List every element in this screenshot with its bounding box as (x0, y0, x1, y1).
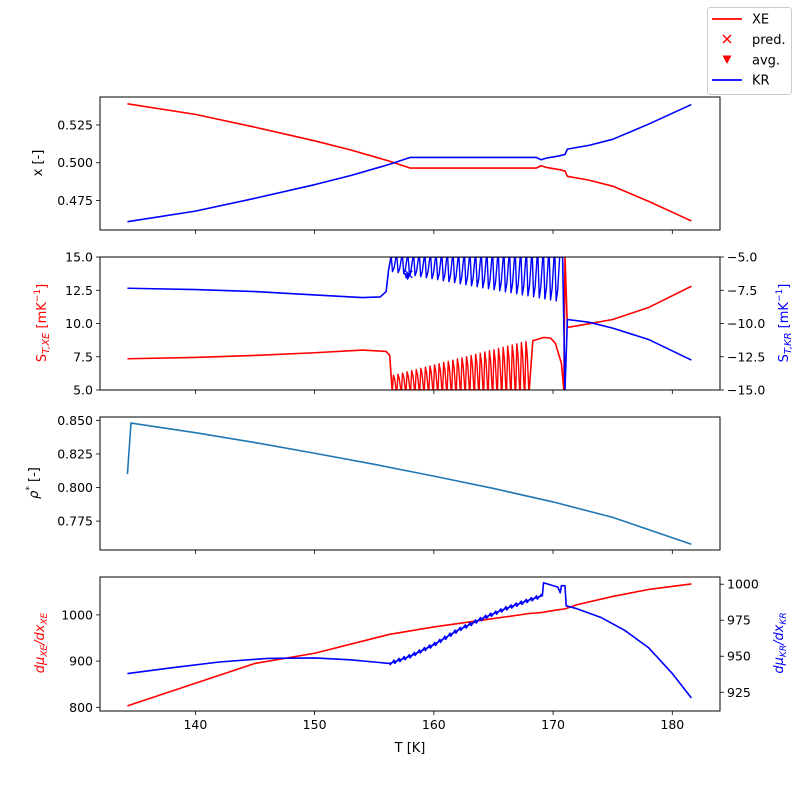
series-xe-oscillation (391, 340, 530, 390)
y-tick-label: 0.475 (57, 193, 93, 208)
panel2-ylabel-left: ST,XE [mK−1] (33, 284, 52, 362)
legend-pred-marker (722, 34, 732, 44)
panel-1-series (127, 103, 692, 223)
panels: 0.475 0.500 0.525 5.0 7.5 10.0 12.5 15.0 −15.0 −1… (57, 96, 765, 732)
x-tick-label: 150 (303, 717, 327, 732)
panel4-ylabel-right: dμKR/dxKR (772, 612, 789, 673)
panel-4-series (127, 581, 693, 707)
panel-3: 0.775 0.800 0.825 0.850 (57, 413, 721, 554)
series-xe-line (127, 103, 692, 222)
panel4-ylabel-left: dμXE/dxXE (33, 612, 50, 673)
y-tick-label-right: 925 (727, 685, 751, 700)
panel-1-frame (99, 96, 721, 231)
series-kr-line (127, 581, 693, 699)
panel-2: 5.0 7.5 10.0 12.5 15.0 −15.0 −12.5 −10.0 −7.5 −5.… (65, 250, 765, 398)
panel-1: 0.475 0.500 0.525 (57, 96, 721, 234)
legend-avg-marker (722, 55, 732, 64)
series-xe-line (127, 257, 692, 390)
legend-avg-label: avg. (752, 54, 780, 69)
y-tick-label-right: −10.0 (727, 316, 765, 331)
panel-2-series (127, 257, 692, 390)
legend-pred-label: pred. (752, 33, 786, 48)
y-tick-label: 15.0 (65, 250, 93, 265)
y-tick-label-right: 950 (727, 649, 751, 664)
x-tick-label: 160 (422, 717, 446, 732)
series-kr-line (127, 103, 692, 223)
series-kr-line (127, 257, 692, 390)
legend-xe-label: XE (752, 13, 769, 28)
legend: XE pred. avg. KR (707, 7, 792, 95)
series-kr-sawtooth (389, 593, 543, 666)
x-axis-label: T [K] (394, 741, 426, 756)
y-tick-label: 0.825 (57, 446, 93, 461)
series-kr-oscillation (390, 257, 561, 302)
panel-3-series (126, 422, 692, 545)
y-tick-label: 7.5 (73, 349, 93, 364)
y-tick-label-right: −15.0 (727, 383, 765, 398)
y-tick-label: 1000 (61, 607, 93, 622)
series-density-line (126, 422, 692, 545)
y-tick-label: 0.775 (57, 514, 93, 529)
y-tick-label: 5.0 (73, 383, 93, 398)
panel2-ylabel-right: ST,KR [mK−1] (775, 284, 794, 363)
panel-4: 140 150 160 170 180 800 900 1000 925 950 975 1000 (61, 576, 759, 732)
series-xe-line (127, 583, 692, 707)
panel1-ylabel: x [-] (31, 150, 46, 177)
panel-4-frame (99, 576, 721, 712)
panel3-ylabel: ρ* [-] (25, 467, 42, 499)
y-tick-label-right: −12.5 (727, 349, 765, 364)
y-tick-label-right: −5.0 (727, 250, 757, 265)
y-tick-label-right: −7.5 (727, 283, 757, 298)
panel-3-frame (99, 416, 721, 551)
legend-frame (707, 7, 792, 95)
y-tick-label: 12.5 (65, 283, 93, 298)
x-tick-label: 140 (183, 717, 207, 732)
y-tick-label: 800 (69, 700, 93, 715)
y-tick-label: 10.0 (65, 316, 93, 331)
y-tick-label-right: 975 (727, 613, 751, 628)
y-tick-label: 0.850 (57, 413, 93, 428)
avg-marker (403, 273, 412, 281)
x-tick-label: 180 (660, 717, 684, 732)
y-tick-label-right: 1000 (727, 577, 759, 592)
panel-2-frame (99, 256, 721, 391)
y-tick-label: 0.500 (57, 155, 93, 170)
x-tick-label: 170 (541, 717, 565, 732)
axis-labels: x [-] ST,XE [mK−1] ST,KR [mK−1] ρ* [-] d… (25, 150, 794, 756)
y-tick-label: 0.800 (57, 480, 93, 495)
y-tick-label: 0.525 (57, 117, 93, 132)
legend-kr-label: KR (752, 74, 770, 89)
y-tick-label: 900 (69, 654, 93, 669)
